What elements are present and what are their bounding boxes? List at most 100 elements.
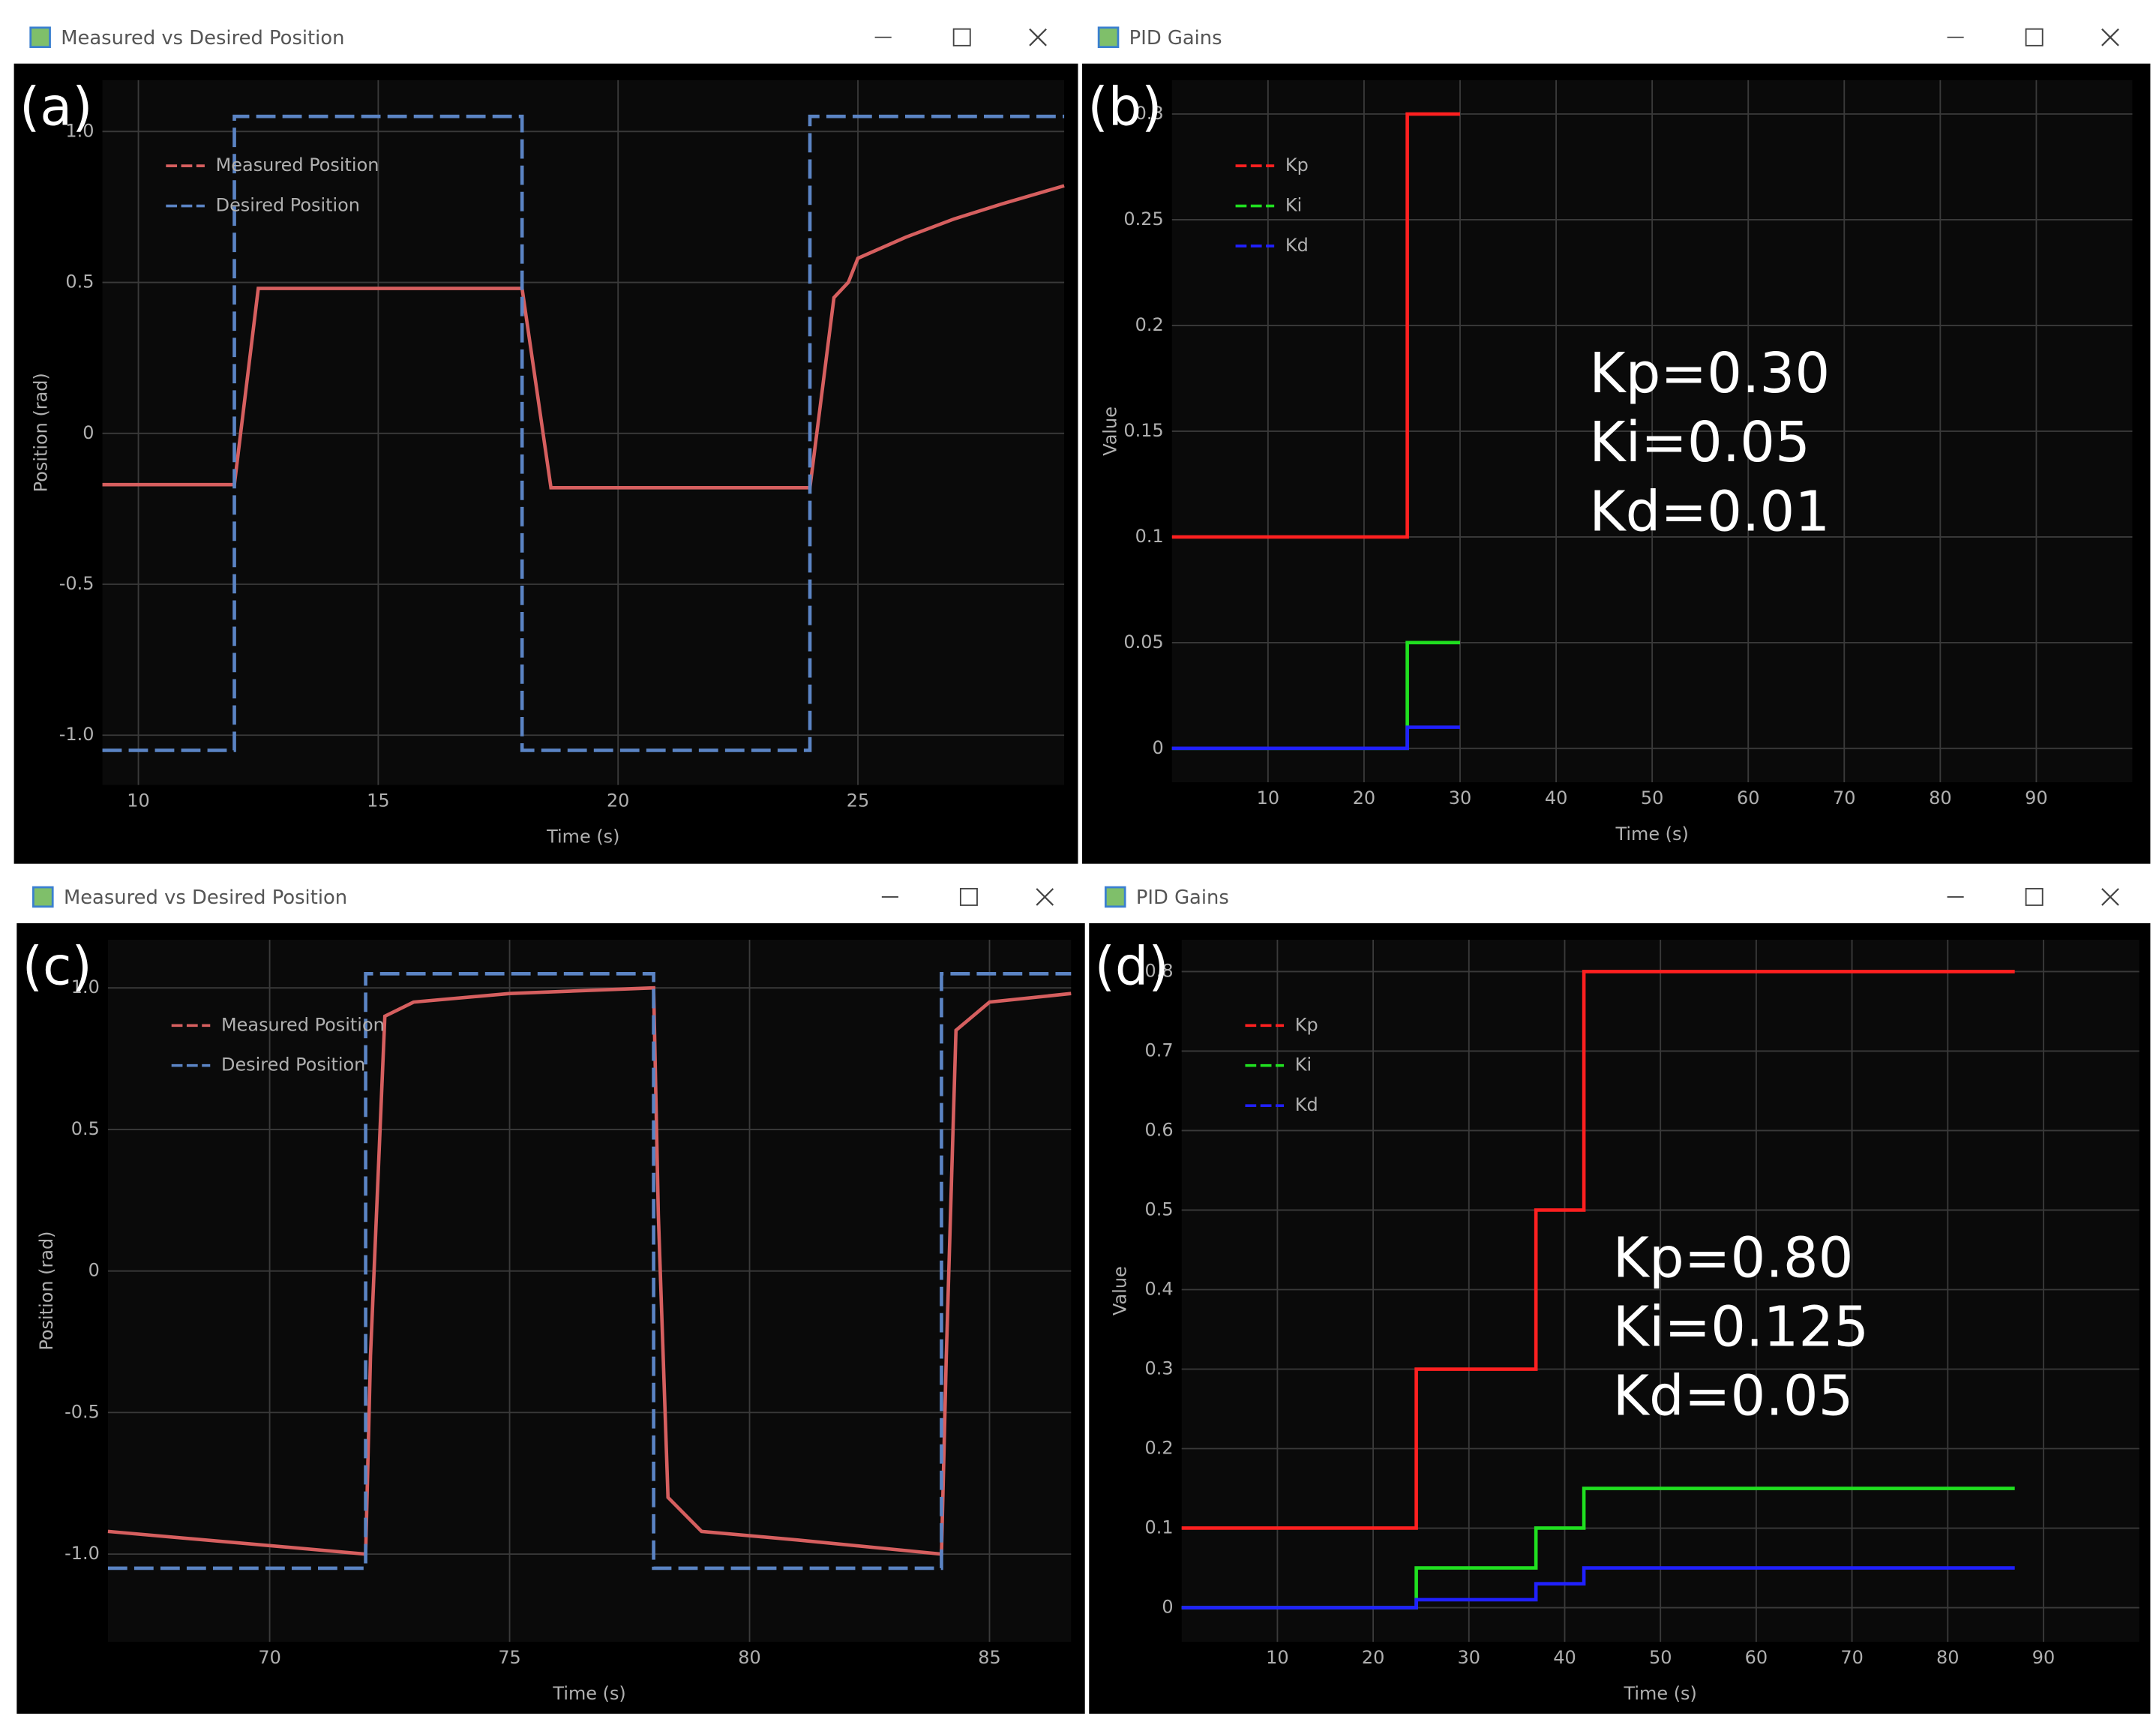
maximize-button[interactable] <box>959 887 978 906</box>
title-bar <box>1082 10 2151 64</box>
legend-label: Kp <box>1285 154 1309 176</box>
x-tick-label: 15 <box>367 790 389 812</box>
close-button[interactable] <box>1036 888 1054 906</box>
title-bar <box>16 870 1085 923</box>
close-button[interactable] <box>1029 28 1047 46</box>
legend-label: Measured Position <box>221 1014 385 1035</box>
y-tick-label: 0.5 <box>65 272 94 292</box>
y-tick-label: 0 <box>1162 1597 1173 1618</box>
x-tick-label: 70 <box>1833 788 1855 808</box>
x-tick-label: 80 <box>1936 1647 1959 1668</box>
maximize-button[interactable] <box>2025 28 2044 46</box>
annotation: Kp=0.80 <box>1613 1226 1854 1290</box>
x-tick-label: 40 <box>1553 1647 1576 1668</box>
x-tick-label: 40 <box>1545 788 1567 808</box>
y-tick-label: -1.0 <box>59 724 94 745</box>
y-tick-label: 0.6 <box>1145 1119 1174 1140</box>
legend-label: Ki <box>1295 1054 1312 1076</box>
x-tick-label: 50 <box>1649 1647 1672 1668</box>
panel-label: (d) <box>1095 936 1169 998</box>
legend-label: Ki <box>1285 195 1302 216</box>
annotation: Kd=0.01 <box>1589 480 1830 544</box>
window-icon <box>1097 26 1120 49</box>
series-line <box>107 972 1072 1570</box>
x-axis-label: Time (s) <box>1615 824 1688 844</box>
y-tick-label: 0.1 <box>1145 1517 1174 1538</box>
x-tick-label: 85 <box>978 1647 1000 1668</box>
x-tick-label: 20 <box>1362 1647 1384 1668</box>
x-tick-label: 10 <box>127 790 149 812</box>
title-bar <box>13 10 1078 64</box>
legend-label: Kd <box>1285 235 1309 256</box>
y-axis-label: Value <box>1100 406 1121 456</box>
x-tick-label: 10 <box>1266 1647 1288 1668</box>
window-title: PID Gains <box>1136 886 1229 909</box>
y-tick-label: 0.05 <box>1123 632 1163 652</box>
y-tick-label: 0.1 <box>1135 526 1164 547</box>
x-tick-label: 25 <box>847 790 869 812</box>
y-axis-label: Position (rad) <box>36 1231 57 1350</box>
annotation: Kp=0.30 <box>1589 342 1830 406</box>
x-tick-label: 20 <box>607 790 629 812</box>
y-tick-label: 0.3 <box>1145 1358 1174 1379</box>
x-tick-label: 80 <box>738 1647 760 1668</box>
series-line <box>107 986 1072 1556</box>
series-line <box>102 114 1065 752</box>
window-title: PID Gains <box>1129 27 1222 50</box>
window: PID Gains 10 20 30 40 50 60 70 80 90 0 0.1 0.2 0.3 0.4… <box>1089 870 2151 1714</box>
window: PID Gains 10 20 30 40 50 60 70 80 90 0 0.05 0.1 0.15 0… <box>1082 10 2151 864</box>
y-tick-label: 0.5 <box>71 1118 100 1139</box>
y-tick-label: 0.5 <box>1145 1198 1174 1220</box>
y-tick-label: -0.5 <box>64 1401 100 1422</box>
series-line <box>1181 970 2015 1530</box>
x-tick-label: 70 <box>1840 1647 1863 1668</box>
y-tick-label: -0.5 <box>59 573 94 594</box>
legend-label: Kd <box>1295 1094 1318 1115</box>
annotation: Ki=0.05 <box>1589 411 1810 475</box>
x-tick-label: 50 <box>1641 788 1663 808</box>
x-tick-label: 75 <box>498 1647 520 1668</box>
y-tick-label: 0.2 <box>1135 314 1164 335</box>
y-axis-label: Position (rad) <box>30 373 51 492</box>
legend-label: Desired Position <box>216 195 360 216</box>
y-tick-label: 0.8 <box>1145 960 1174 981</box>
legend-label: Desired Position <box>221 1054 365 1076</box>
x-tick-label: 90 <box>2025 788 2047 808</box>
y-axis-label: Value <box>1110 1266 1131 1316</box>
x-tick-label: 10 <box>1257 788 1279 808</box>
x-tick-label: 70 <box>258 1647 280 1668</box>
x-tick-label: 60 <box>1745 1647 1768 1668</box>
y-tick-label: 0.25 <box>1123 208 1163 230</box>
series-line <box>102 184 1065 490</box>
window-title: Measured vs Desired Position <box>64 886 347 909</box>
y-tick-label: 0.3 <box>1135 103 1164 124</box>
y-tick-label: 1.0 <box>71 976 100 998</box>
panel-label: (b) <box>1087 76 1162 137</box>
window-icon <box>32 886 54 908</box>
window: Measured vs Desired Position 70 75 80 85 1.0 0… <box>16 870 1085 1714</box>
window: Measured vs Desired Position 10 15 20 25 1.0 0… <box>13 10 1078 864</box>
series-line <box>1171 112 1461 539</box>
annotation: Ki=0.125 <box>1613 1296 1870 1360</box>
plot-area <box>102 80 1065 785</box>
y-tick-label: -1.0 <box>64 1543 100 1564</box>
maximize-button[interactable] <box>952 28 971 46</box>
close-button[interactable] <box>2101 888 2119 906</box>
y-tick-label: 0 <box>82 422 94 443</box>
y-tick-label: 0.15 <box>1123 420 1163 441</box>
series-line <box>1171 725 1461 751</box>
panel-label: (c) <box>22 936 92 998</box>
maximize-button[interactable] <box>2025 887 2044 906</box>
close-button[interactable] <box>2101 28 2119 46</box>
x-tick-label: 60 <box>1737 788 1759 808</box>
x-tick-label: 30 <box>1449 788 1471 808</box>
x-axis-label: Time (s) <box>546 826 619 848</box>
y-tick-label: 0 <box>88 1260 100 1281</box>
title-bar <box>1089 870 2151 923</box>
legend-label: Kp <box>1295 1014 1318 1035</box>
x-tick-label: 30 <box>1458 1647 1480 1668</box>
plot-area <box>107 940 1072 1642</box>
window-icon <box>1104 886 1126 908</box>
